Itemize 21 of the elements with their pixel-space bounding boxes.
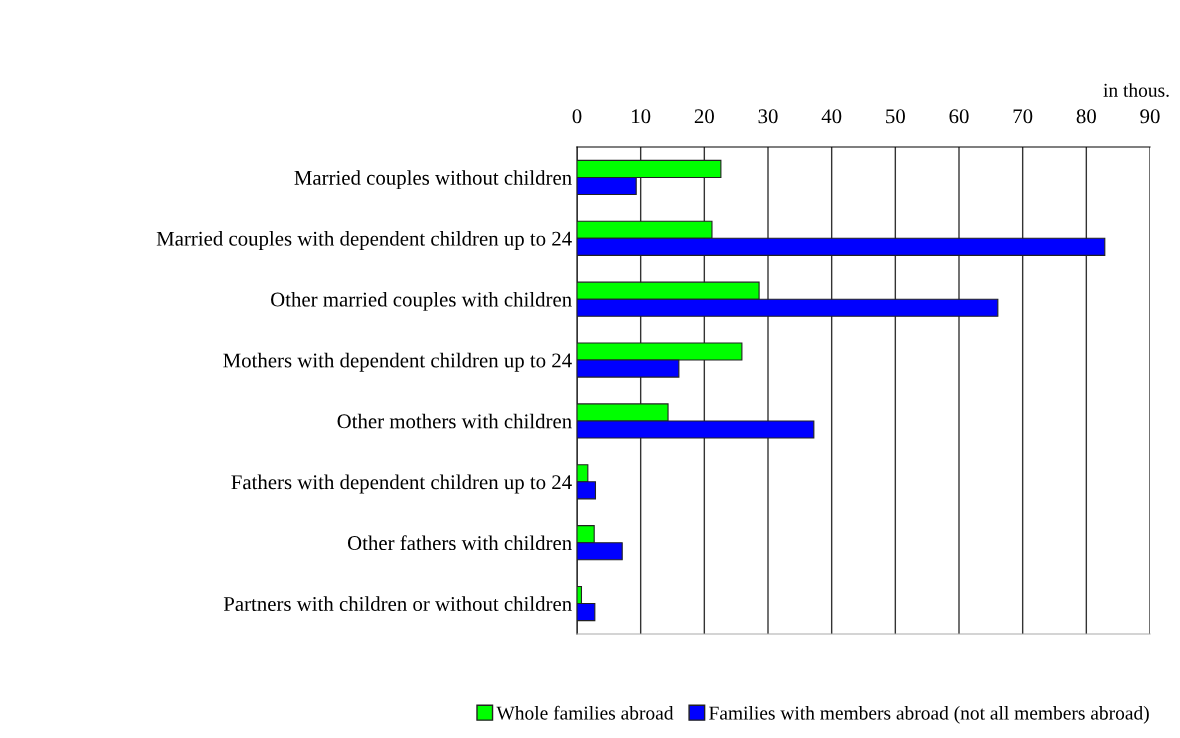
- legend-label: Families with members abroad (not all members abroad): [709, 706, 1149, 724]
- y-tick-label: Other mothers with children: [337, 413, 572, 429]
- y-tick-label: Fathers with dependent children up to 24: [231, 474, 572, 494]
- x-tick-label: 80: [1076, 109, 1096, 124]
- y-tick-label: Partners with children or without children: [223, 596, 572, 611]
- x-tick-label: 30: [758, 109, 778, 124]
- x-tick-label: 50: [886, 109, 905, 124]
- y-tick-label: Married couples without children: [294, 170, 572, 190]
- y-tick-label: Married couples with dependent children up to 24: [156, 231, 572, 250]
- x-tick-label: 10: [632, 109, 651, 124]
- x-tick-label: 40: [821, 109, 842, 124]
- y-tick-label: Other married couples with children: [271, 291, 572, 311]
- y-tick-label: Mothers with dependent children up to 24: [223, 352, 572, 372]
- x-tick-label: 0: [572, 109, 582, 124]
- x-tick-label: 20: [694, 109, 714, 124]
- y-tick-label: Other fathers with children: [347, 535, 572, 551]
- legend-label: Whole families abroad: [496, 705, 674, 720]
- x-tick-label: 60: [949, 109, 969, 124]
- x-tick-label: 70: [1013, 109, 1033, 124]
- text: in thous.: [1103, 83, 1169, 97]
- x-tick-label: 90: [1140, 109, 1160, 124]
